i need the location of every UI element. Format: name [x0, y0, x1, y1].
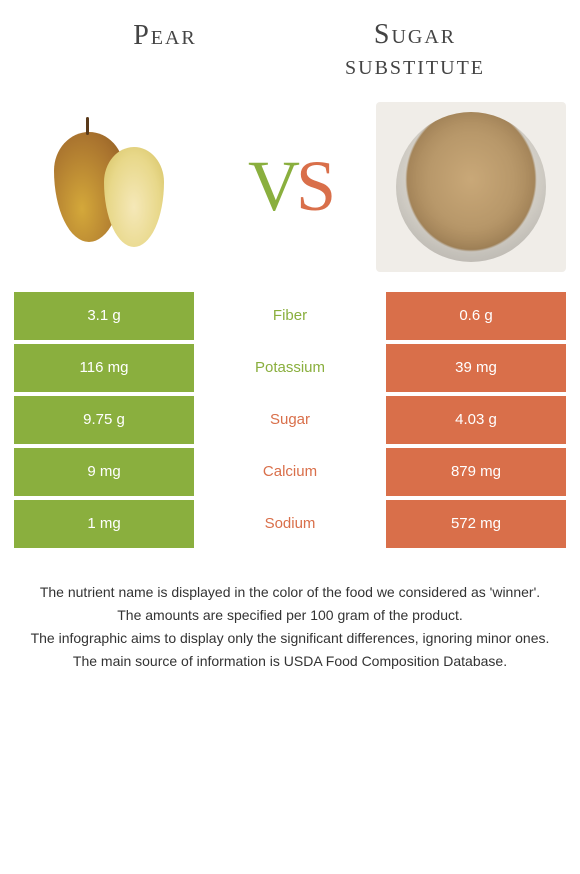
table-row: 9 mgCalcium879 mg	[14, 448, 566, 496]
right-value: 0.6 g	[386, 292, 566, 340]
right-value: 39 mg	[386, 344, 566, 392]
table-row: 116 mgPotassium39 mg	[14, 344, 566, 392]
footnote-line: The main source of information is USDA F…	[20, 651, 560, 672]
table-row: 3.1 gFiber0.6 g	[14, 292, 566, 340]
footnote-line: The nutrient name is displayed in the co…	[20, 582, 560, 603]
right-value: 4.03 g	[386, 396, 566, 444]
table-row: 1 mgSodium572 mg	[14, 500, 566, 548]
left-value: 116 mg	[14, 344, 194, 392]
nutrient-label: Fiber	[194, 292, 386, 340]
left-food-title: Pear	[40, 20, 290, 82]
left-value: 9.75 g	[14, 396, 194, 444]
left-value: 3.1 g	[14, 292, 194, 340]
right-value: 572 mg	[386, 500, 566, 548]
left-value: 1 mg	[14, 500, 194, 548]
left-value: 9 mg	[14, 448, 194, 496]
right-food-title: Sugar substitute	[290, 20, 540, 82]
right-food-image	[376, 102, 566, 272]
nutrient-table: 3.1 gFiber0.6 g116 mgPotassium39 mg9.75 …	[0, 292, 580, 548]
vs-label: VS	[248, 145, 332, 228]
footnotes: The nutrient name is displayed in the co…	[0, 552, 580, 672]
nutrient-label: Calcium	[194, 448, 386, 496]
footnote-line: The amounts are specified per 100 gram o…	[20, 605, 560, 626]
footnote-line: The infographic aims to display only the…	[20, 628, 560, 649]
left-food-image	[14, 102, 204, 272]
nutrient-label: Potassium	[194, 344, 386, 392]
right-value: 879 mg	[386, 448, 566, 496]
table-row: 9.75 gSugar4.03 g	[14, 396, 566, 444]
nutrient-label: Sugar	[194, 396, 386, 444]
nutrient-label: Sodium	[194, 500, 386, 548]
